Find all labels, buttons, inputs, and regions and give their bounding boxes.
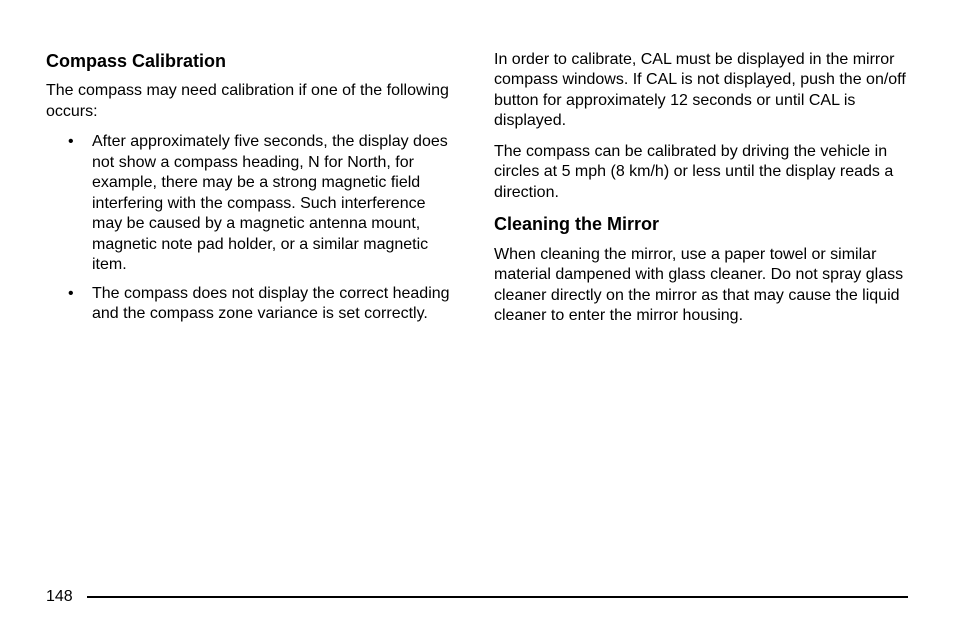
right-column: In order to calibrate, CAL must be displ…	[494, 50, 908, 337]
page-footer: 148	[46, 588, 908, 606]
list-item: The compass does not display the correct…	[46, 284, 460, 325]
left-column: Compass Calibration The compass may need…	[46, 50, 460, 337]
heading-cleaning-mirror: Cleaning the Mirror	[494, 213, 908, 236]
list-item: After approximately five seconds, the di…	[46, 132, 460, 275]
heading-compass-calibration: Compass Calibration	[46, 50, 460, 73]
footer-rule	[87, 596, 908, 598]
page-number: 148	[46, 588, 87, 606]
content-columns: Compass Calibration The compass may need…	[46, 50, 908, 337]
bullet-list: After approximately five seconds, the di…	[46, 132, 460, 324]
paragraph: When cleaning the mirror, use a paper to…	[494, 245, 908, 327]
paragraph: The compass can be calibrated by driving…	[494, 142, 908, 203]
intro-paragraph: The compass may need calibration if one …	[46, 81, 460, 122]
paragraph: In order to calibrate, CAL must be displ…	[494, 50, 908, 132]
